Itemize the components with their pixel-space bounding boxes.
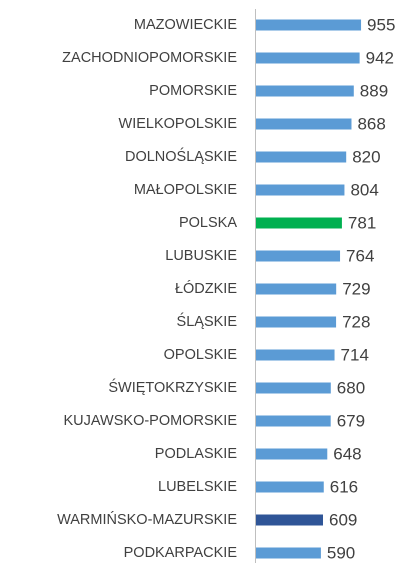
bar [256,85,354,97]
value-label: 804 [350,180,378,199]
bar [256,250,341,262]
value-label: 764 [346,246,374,265]
value-label: 679 [337,411,365,430]
bar [256,514,323,526]
value-label: 609 [329,510,357,529]
category-label: ŚLĄSKIE [177,312,238,330]
category-label: PODLASKIE [155,446,238,462]
bar [256,217,342,229]
category-label: POMORSKIE [149,83,237,99]
bar [256,184,345,196]
category-label: ŁÓDZKIE [175,280,237,297]
bar [256,481,324,493]
bar [256,52,360,64]
category-label: PODKARPACKIE [124,545,238,561]
bar [256,283,337,295]
bar [256,19,362,31]
bar [256,349,335,361]
bar [256,448,328,460]
category-label: LUBUSKIE [165,248,237,264]
bar [256,118,352,130]
value-label: 680 [337,378,365,397]
category-label: ZACHODNIOPOMORSKIE [62,50,237,66]
value-label: 868 [357,114,385,133]
value-label: 729 [342,279,370,298]
category-label: OPOLSKIE [164,347,238,363]
category-label: WARMIŃSKO-MAZURSKIE [57,511,237,528]
bar [256,151,347,163]
value-label: 616 [330,477,358,496]
category-label: MAŁOPOLSKIE [134,182,237,198]
category-label: MAZOWIECKIE [134,17,237,33]
value-label: 955 [367,15,395,34]
value-label: 590 [327,543,355,562]
value-label: 820 [352,147,380,166]
category-label: LUBELSKIE [158,479,237,495]
value-label: 889 [360,81,388,100]
category-label: KUJAWSKO-POMORSKIE [64,413,238,429]
bar [256,547,321,559]
category-label: DOLNOŚLĄSKIE [125,147,237,165]
category-label: WIELKOPOLSKIE [119,116,238,132]
value-label: 728 [342,312,370,331]
category-label: ŚWIĘTOKRZYSKIE [108,378,237,396]
category-label: POLSKA [179,215,237,231]
bar [256,415,331,427]
bar [256,316,337,328]
value-label: 714 [341,345,369,364]
bar [256,382,331,394]
value-label: 942 [366,48,394,67]
value-label: 781 [348,213,376,232]
value-label: 648 [333,444,361,463]
